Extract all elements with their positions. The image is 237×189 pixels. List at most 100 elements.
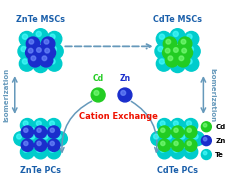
Circle shape <box>36 31 41 36</box>
Circle shape <box>178 37 192 50</box>
Circle shape <box>47 145 61 159</box>
Circle shape <box>40 43 55 57</box>
Circle shape <box>44 39 49 44</box>
Circle shape <box>158 139 170 151</box>
Circle shape <box>40 132 54 146</box>
Circle shape <box>173 31 178 36</box>
Circle shape <box>36 121 41 126</box>
Circle shape <box>34 119 48 132</box>
Circle shape <box>37 128 41 132</box>
Circle shape <box>184 145 198 159</box>
Circle shape <box>159 59 164 64</box>
Circle shape <box>27 125 41 139</box>
Circle shape <box>182 48 187 53</box>
Circle shape <box>177 43 192 57</box>
Circle shape <box>173 48 178 52</box>
Circle shape <box>161 141 165 146</box>
Circle shape <box>45 48 50 53</box>
Circle shape <box>23 147 28 152</box>
Circle shape <box>190 132 204 146</box>
Circle shape <box>42 56 47 61</box>
Circle shape <box>26 43 41 57</box>
Circle shape <box>21 126 33 138</box>
Circle shape <box>48 126 60 138</box>
Circle shape <box>50 141 54 146</box>
Circle shape <box>47 32 62 46</box>
Circle shape <box>21 139 33 151</box>
Circle shape <box>181 39 186 44</box>
Circle shape <box>17 134 22 139</box>
Circle shape <box>167 128 172 132</box>
Circle shape <box>187 121 191 126</box>
Circle shape <box>193 134 198 139</box>
Circle shape <box>50 59 55 64</box>
Text: Te: Te <box>215 152 224 158</box>
Circle shape <box>171 45 184 59</box>
Circle shape <box>22 59 27 64</box>
Circle shape <box>166 45 171 50</box>
Circle shape <box>174 141 178 146</box>
Text: Cd: Cd <box>215 124 226 130</box>
Circle shape <box>185 126 197 138</box>
Circle shape <box>157 119 171 132</box>
Circle shape <box>48 139 60 151</box>
Circle shape <box>154 134 159 139</box>
Text: Isomerization: Isomerization <box>4 68 10 122</box>
Circle shape <box>160 121 165 126</box>
Circle shape <box>171 139 184 151</box>
Circle shape <box>170 58 185 73</box>
Circle shape <box>158 46 163 52</box>
Circle shape <box>24 128 28 132</box>
Circle shape <box>94 91 99 95</box>
Circle shape <box>164 125 178 139</box>
Circle shape <box>19 32 34 46</box>
Circle shape <box>18 44 33 59</box>
Circle shape <box>91 88 105 102</box>
Circle shape <box>56 134 61 139</box>
Circle shape <box>179 46 192 59</box>
Circle shape <box>157 145 171 159</box>
Circle shape <box>29 39 34 44</box>
Circle shape <box>34 139 47 151</box>
Circle shape <box>30 134 35 139</box>
Circle shape <box>180 128 185 132</box>
Circle shape <box>43 128 48 132</box>
Circle shape <box>155 44 170 59</box>
Circle shape <box>33 58 48 73</box>
Circle shape <box>28 53 42 67</box>
Circle shape <box>30 128 35 132</box>
Circle shape <box>28 48 33 53</box>
Text: Cation Exchange: Cation Exchange <box>79 112 157 121</box>
Circle shape <box>203 124 207 127</box>
Circle shape <box>165 48 170 53</box>
Circle shape <box>27 132 41 146</box>
Circle shape <box>203 151 207 155</box>
Circle shape <box>163 46 176 59</box>
Circle shape <box>165 53 179 67</box>
Circle shape <box>180 45 185 50</box>
Circle shape <box>50 147 55 152</box>
Circle shape <box>31 56 36 61</box>
Circle shape <box>43 45 48 50</box>
Circle shape <box>47 119 61 132</box>
Circle shape <box>34 45 47 59</box>
Text: Zn: Zn <box>119 74 131 83</box>
Text: ZnTe PCs: ZnTe PCs <box>20 167 61 175</box>
Circle shape <box>187 147 191 152</box>
Circle shape <box>187 34 192 39</box>
Circle shape <box>156 32 171 46</box>
Circle shape <box>173 147 178 152</box>
Circle shape <box>36 48 41 52</box>
Circle shape <box>171 119 185 132</box>
Circle shape <box>33 29 48 44</box>
Circle shape <box>173 121 178 126</box>
Circle shape <box>118 88 132 102</box>
Text: CdTe PCs: CdTe PCs <box>157 167 198 175</box>
Text: CdTe MSCs: CdTe MSCs <box>153 15 202 23</box>
Circle shape <box>201 149 211 160</box>
Circle shape <box>161 128 165 132</box>
Circle shape <box>187 141 191 146</box>
Circle shape <box>24 141 28 146</box>
Circle shape <box>36 147 41 152</box>
Circle shape <box>26 37 40 50</box>
